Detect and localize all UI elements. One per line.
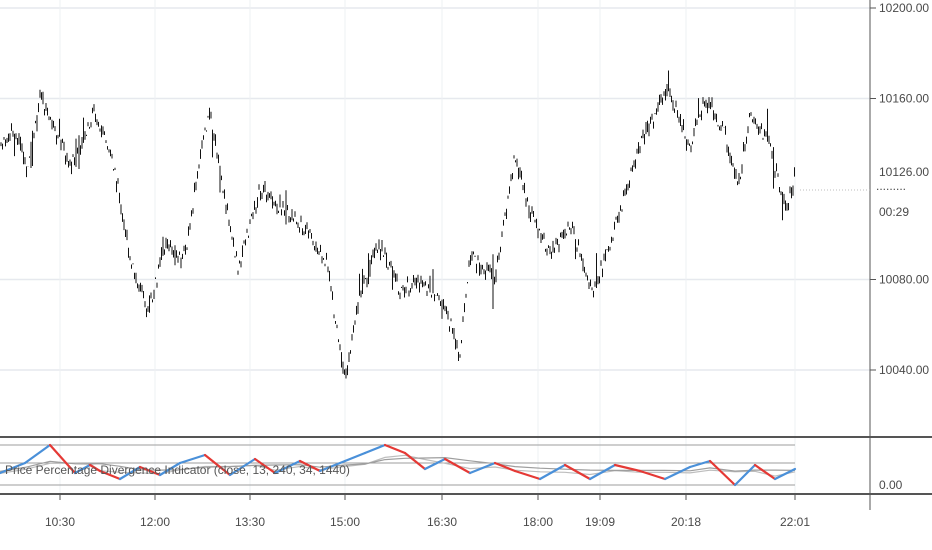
- price-axis[interactable]: 10200.00 10160.00 10080.00 10040.00: [870, 1, 929, 377]
- indicator-segment-down: [298, 459, 322, 473]
- indicator-segment-up: [318, 459, 347, 473]
- indicator-segment-down: [253, 457, 277, 475]
- indicator-segment-up: [588, 463, 617, 481]
- x-tick-label: 16:30: [427, 515, 457, 529]
- current-price-label: 10126.00: [879, 165, 929, 179]
- x-tick-label: 18:00: [523, 515, 553, 529]
- indicator-segment-up: [0, 461, 27, 475]
- bar-countdown-label: 00:29: [879, 205, 909, 219]
- indicator-segment-up: [73, 463, 92, 475]
- x-tick-label: 12:00: [140, 515, 170, 529]
- indicator-axis-label: 0.00: [879, 478, 903, 492]
- indicator-segment-down: [493, 461, 517, 473]
- indicator-segment-up: [688, 459, 712, 469]
- indicator-segment-down: [383, 443, 407, 455]
- x-tick-label: 15:00: [330, 515, 360, 529]
- indicator-segment-down: [403, 451, 427, 471]
- indicator-pane[interactable]: Price Percentage Divergence Indicator (c…: [0, 443, 903, 492]
- indicator-segment-up: [118, 465, 142, 481]
- x-tick-label: 19:09: [585, 515, 615, 529]
- indicator-segment-down: [203, 453, 232, 477]
- indicator-average-line: [0, 454, 796, 477]
- indicator-segment-up: [733, 463, 757, 487]
- indicator-segment-down: [513, 469, 542, 481]
- indicator-segment-up: [343, 451, 367, 463]
- y-tick-label: 10160.00: [879, 92, 929, 106]
- indicator-segment-up: [228, 457, 257, 477]
- indicator-segment-down: [638, 469, 667, 481]
- indicator-title[interactable]: Price Percentage Divergence Indicator (c…: [5, 463, 350, 477]
- indicator-segment-down: [443, 457, 472, 475]
- y-tick-label: 10040.00: [879, 363, 929, 377]
- indicator-segment-up: [273, 459, 302, 475]
- indicator-segment-down: [753, 463, 777, 481]
- indicator-segment-down: [88, 463, 102, 473]
- x-tick-label: 13:30: [235, 515, 265, 529]
- x-tick-label: 10:30: [45, 515, 75, 529]
- current-price-marker: 10126.00 ......... 00:29: [800, 162, 932, 219]
- indicator-segment-up: [663, 465, 692, 481]
- indicator-segment-down: [708, 459, 737, 487]
- y-tick-label: 10080.00: [879, 273, 929, 287]
- indicator-lines: [0, 443, 797, 487]
- indicator-segment-down: [48, 443, 77, 475]
- indicator-segment-up: [158, 461, 182, 477]
- indicator-segment-up: [178, 453, 207, 465]
- indicator-segment-down: [138, 465, 162, 477]
- indicator-segment-up: [468, 461, 497, 475]
- indicator-segment-down: [563, 463, 592, 481]
- indicator-segment-down: [98, 469, 122, 481]
- price-series[interactable]: [0, 70, 795, 379]
- indicator-segment-up: [773, 467, 797, 481]
- indicator-slow-average-line: [0, 456, 796, 472]
- indicator-segment-down: [613, 463, 642, 473]
- x-tick-label: 22:01: [780, 515, 810, 529]
- x-tick-label: 20:18: [671, 515, 701, 529]
- y-tick-label: 10200.00: [879, 1, 929, 15]
- indicator-segment-up: [423, 457, 447, 471]
- price-marker-dashes: .........: [876, 179, 906, 193]
- indicator-segment-up: [538, 463, 567, 481]
- indicator-segment-up: [363, 443, 387, 455]
- time-axis[interactable]: 10:30 12:00 13:30 15:00 16:30 18:00 19:09 20:18…: [45, 494, 810, 529]
- indicator-segment-up: [23, 443, 52, 465]
